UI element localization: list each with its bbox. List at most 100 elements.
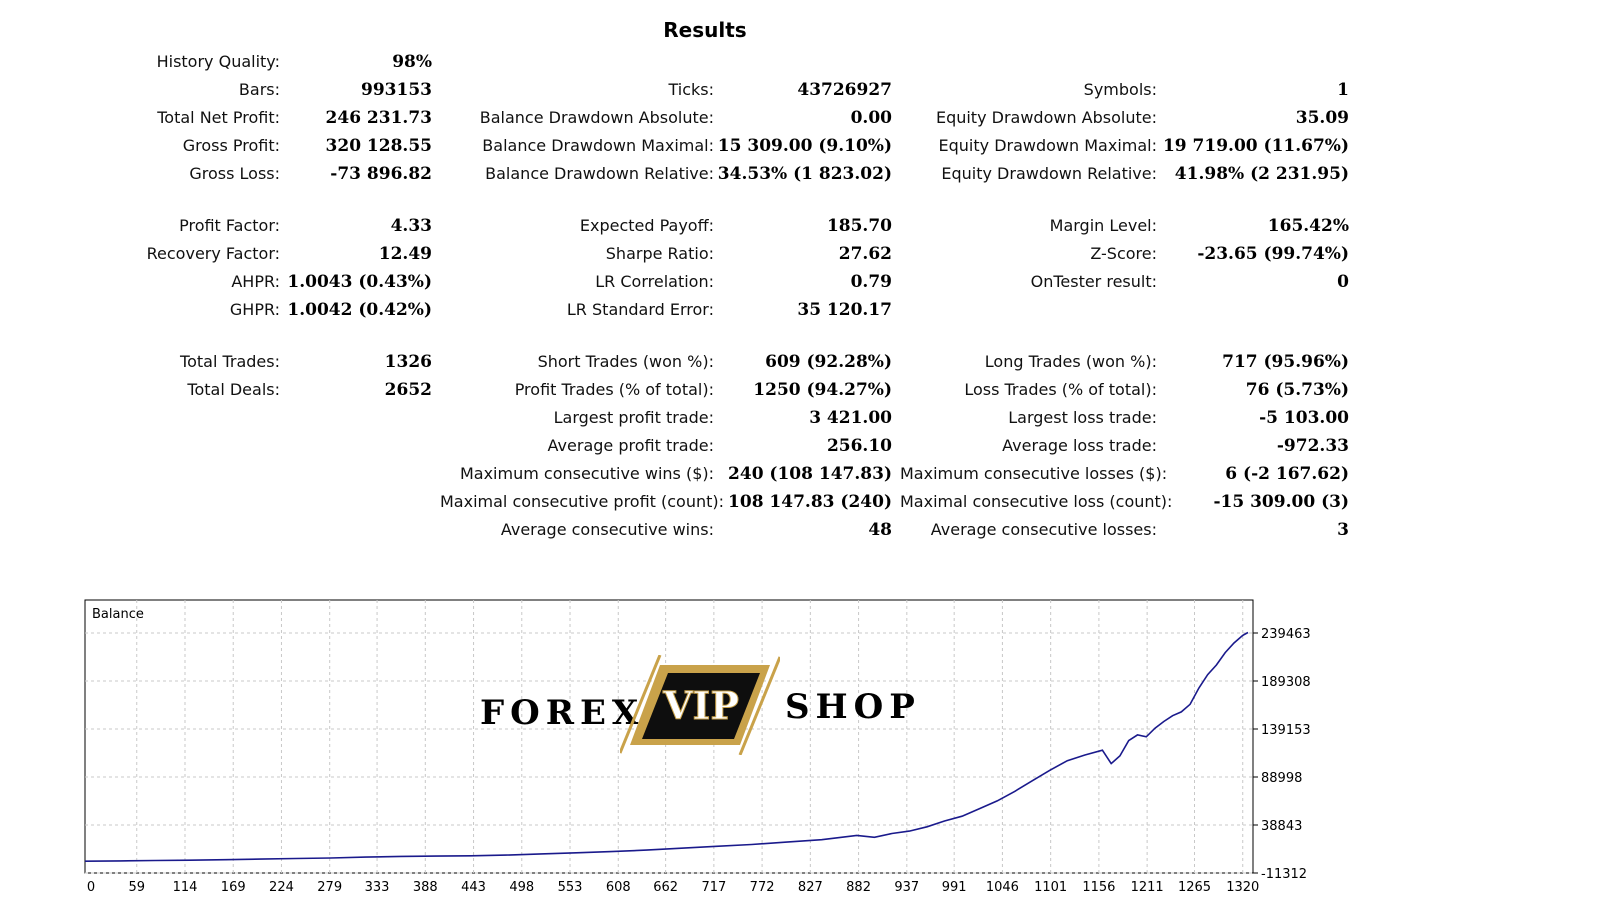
balance-dd-absolute-value: 0.00	[850, 108, 892, 128]
recovery-factor-label: Recovery Factor:	[146, 244, 280, 263]
avg-consec-losses-value: 3	[1337, 520, 1349, 540]
z-score-label: Z-Score:	[1090, 244, 1157, 263]
logo-forex-text: FOREX	[480, 693, 645, 733]
expected-payoff-value: 185.70	[826, 216, 892, 236]
vip-badge-icon: VIP	[620, 655, 780, 755]
long-trades-value: 717 (95.96%)	[1222, 352, 1349, 372]
x-tick-label: 59	[128, 880, 145, 895]
gross-loss-value: -73 896.82	[330, 164, 432, 184]
profit-factor-label: Profit Factor:	[179, 216, 280, 235]
average-profit-trade-label: Average profit trade:	[547, 436, 714, 455]
bars-label: Bars:	[238, 80, 280, 99]
chart-title: Balance	[92, 607, 144, 622]
avg-consec-wins-label: Average consecutive wins:	[500, 520, 714, 539]
total-trades-label: Total Trades:	[180, 352, 280, 371]
equity-dd-relative-label: Equity Drawdown Relative:	[941, 164, 1157, 183]
recovery-factor-value: 12.49	[378, 244, 432, 264]
lr-correlation-value: 0.79	[850, 272, 892, 292]
x-tick-label: 937	[894, 880, 919, 895]
equity-dd-maximal-label: Equity Drawdown Maximal:	[938, 136, 1157, 155]
history-quality-value: 98%	[392, 52, 432, 72]
ahpr-value: 1.0043 (0.43%)	[287, 272, 432, 292]
total-net-profit-label: Total Net Profit:	[157, 108, 280, 127]
balance-dd-relative-value: 34.53% (1 823.02)	[717, 164, 892, 184]
total-deals-label: Total Deals:	[187, 380, 280, 399]
short-trades-label: Short Trades (won %):	[537, 352, 714, 371]
y-axis-ticks: -11312 38843 88998 139153 189308 239463	[1253, 627, 1311, 882]
x-tick-label: 772	[750, 880, 775, 895]
max-consec-losses-label: Maximum consecutive losses ($):	[900, 464, 1168, 483]
bars-value: 993153	[361, 80, 432, 100]
margin-level-value: 165.42%	[1267, 216, 1349, 236]
short-trades-value: 609 (92.28%)	[765, 352, 892, 372]
balance-dd-maximal-label: Balance Drawdown Maximal:	[482, 136, 714, 155]
largest-loss-trade-label: Largest loss trade:	[1008, 408, 1157, 427]
x-tick-label: 882	[846, 880, 871, 895]
lr-standard-error-label: LR Standard Error:	[566, 300, 714, 319]
balance-dd-absolute-label: Balance Drawdown Absolute:	[479, 108, 714, 127]
logo-vip-text: VIP	[662, 683, 739, 728]
largest-loss-trade-value: -5 103.00	[1259, 408, 1349, 428]
x-tick-label: 608	[606, 880, 631, 895]
symbols-value: 1	[1337, 80, 1349, 100]
x-tick-label: 1101	[1034, 880, 1067, 895]
logo-shop-text: SHOP	[785, 687, 921, 727]
maximal-consec-profit-label: Maximal consecutive profit (count):	[440, 492, 725, 511]
x-tick-label: 717	[701, 880, 726, 895]
x-tick-label: 1156	[1082, 880, 1115, 895]
x-tick-label: 224	[269, 880, 294, 895]
maximal-consec-loss-value: -15 309.00 (3)	[1213, 492, 1349, 512]
symbols-label: Symbols:	[1083, 80, 1157, 99]
x-tick-label: 553	[558, 880, 583, 895]
equity-dd-maximal-value: 19 719.00 (11.67%)	[1162, 136, 1349, 156]
y-tick-label: 88998	[1261, 771, 1302, 786]
long-trades-label: Long Trades (won %):	[984, 352, 1157, 371]
profit-trades-label: Profit Trades (% of total):	[514, 380, 714, 399]
x-tick-label: 991	[942, 880, 967, 895]
ticks-label: Ticks:	[668, 80, 714, 99]
x-tick-label: 0	[87, 880, 95, 895]
largest-profit-trade-value: 3 421.00	[809, 408, 892, 428]
gross-loss-label: Gross Loss:	[189, 164, 280, 183]
results-title: Results	[663, 18, 747, 42]
expected-payoff-label: Expected Payoff:	[579, 216, 714, 235]
avg-consec-wins-value: 48	[868, 520, 892, 540]
total-deals-value: 2652	[384, 380, 432, 400]
total-trades-value: 1326	[384, 352, 432, 372]
largest-profit-trade-label: Largest profit trade:	[553, 408, 714, 427]
history-quality-label: History Quality:	[156, 52, 280, 71]
lr-standard-error-value: 35 120.17	[797, 300, 892, 320]
equity-dd-absolute-label: Equity Drawdown Absolute:	[935, 108, 1157, 127]
average-loss-trade-label: Average loss trade:	[1002, 436, 1157, 455]
balance-dd-relative-label: Balance Drawdown Relative:	[485, 164, 714, 183]
x-tick-label: 279	[317, 880, 342, 895]
max-consec-wins-label: Maximum consecutive wins ($):	[459, 464, 714, 483]
ontester-result-value: 0	[1337, 272, 1349, 292]
maximal-consec-loss-label: Maximal consecutive loss (count):	[900, 492, 1173, 511]
lr-correlation-label: LR Correlation:	[595, 272, 714, 291]
x-tick-label: 1211	[1131, 880, 1164, 895]
loss-trades-label: Loss Trades (% of total):	[964, 380, 1157, 399]
x-axis-ticks: 0 59 114 169 224 279 333 388 443 498 553 608 662 717 7…	[87, 880, 1259, 895]
balance-line	[84, 631, 1249, 862]
forex-vip-shop-logo: FOREX VIP SHOP	[480, 655, 920, 755]
sharpe-ratio-value: 27.62	[838, 244, 892, 264]
ahpr-label: AHPR:	[231, 272, 280, 291]
x-tick-label: 498	[509, 880, 534, 895]
x-tick-label: 169	[221, 880, 246, 895]
balance-dd-maximal-value: 15 309.00 (9.10%)	[717, 136, 892, 156]
x-tick-label: 1265	[1178, 880, 1211, 895]
y-tick-label: -11312	[1261, 867, 1307, 882]
average-loss-trade-value: -972.33	[1276, 436, 1349, 456]
x-tick-label: 443	[461, 880, 486, 895]
y-tick-label: 38843	[1261, 819, 1302, 834]
equity-dd-relative-value: 41.98% (2 231.95)	[1174, 164, 1349, 184]
max-consec-wins-value: 240 (108 147.83)	[728, 464, 892, 484]
x-tick-label: 1046	[986, 880, 1019, 895]
profit-factor-value: 4.33	[390, 216, 432, 236]
max-consec-losses-value: 6 (-2 167.62)	[1225, 464, 1349, 484]
sharpe-ratio-label: Sharpe Ratio:	[605, 244, 714, 263]
margin-level-label: Margin Level:	[1049, 216, 1157, 235]
y-tick-label: 139153	[1261, 723, 1311, 738]
